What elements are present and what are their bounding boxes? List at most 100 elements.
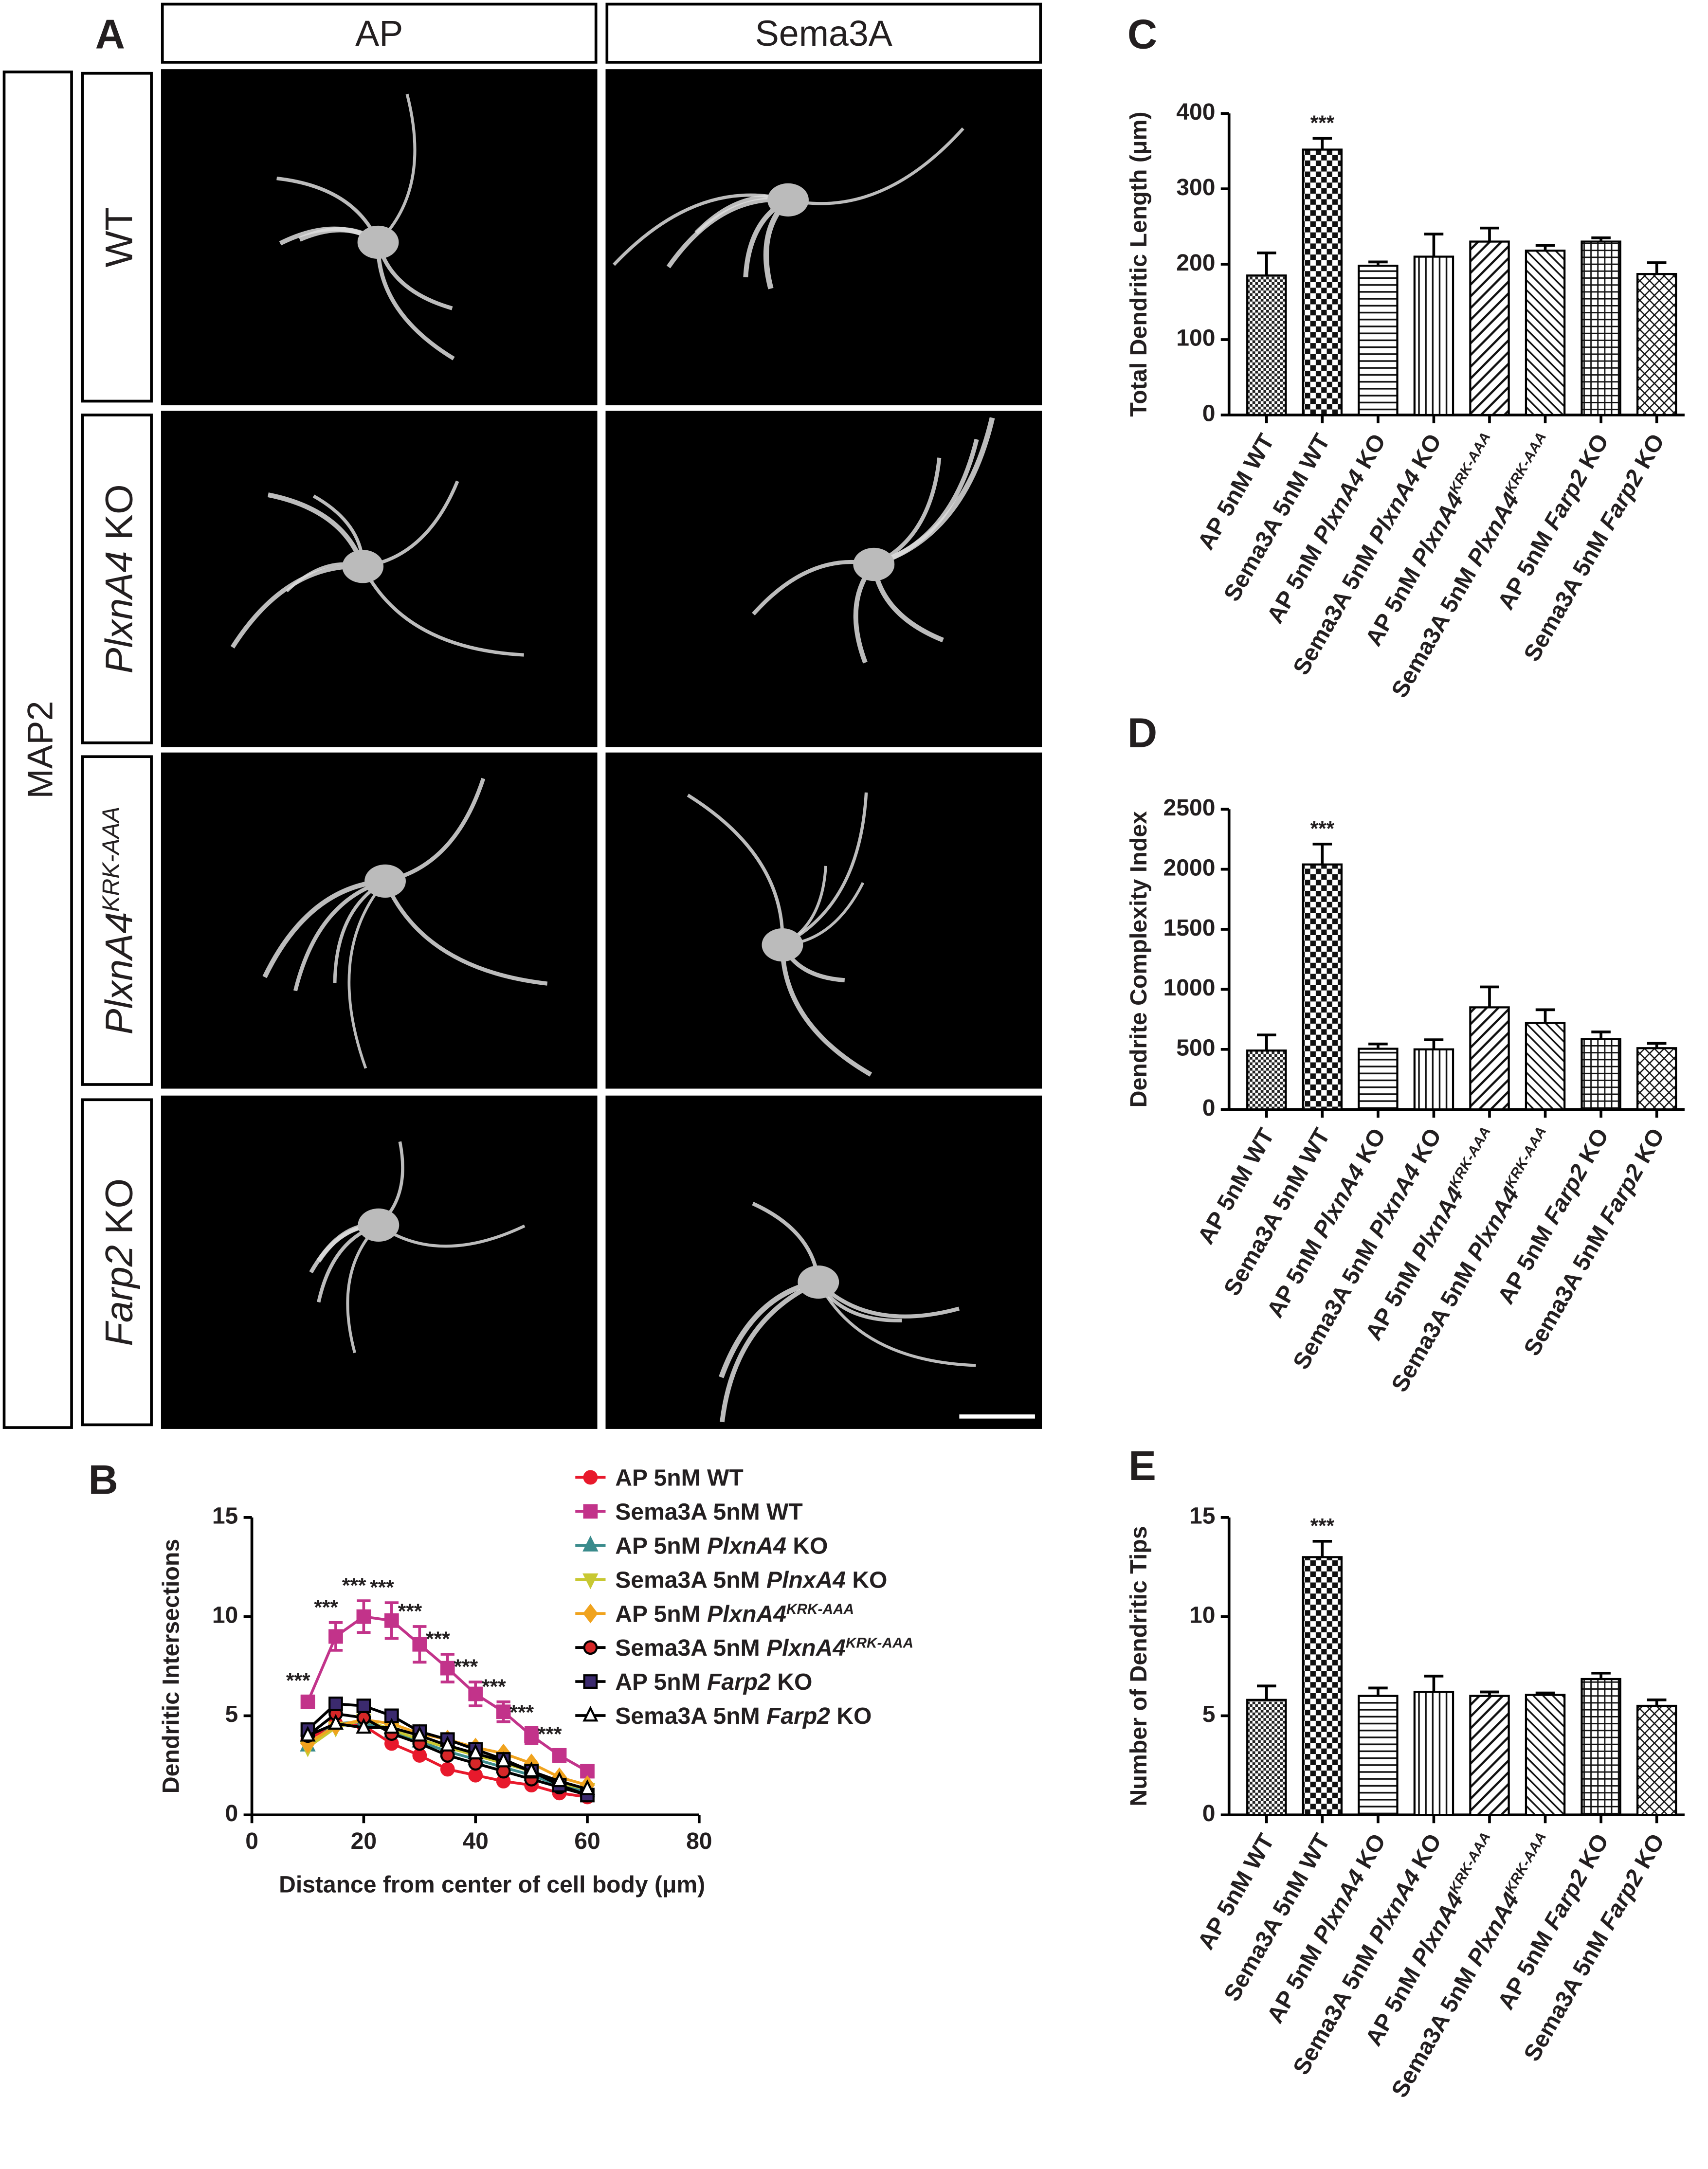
marker xyxy=(580,1764,595,1779)
label-superscript: KRK-AAA xyxy=(98,807,125,912)
error-bar xyxy=(1257,1033,1276,1051)
x-axis-title: Distance from center of cell body (μm) xyxy=(279,1871,705,1898)
panel-label: C xyxy=(1127,11,1157,57)
marker xyxy=(582,1536,599,1552)
cell-body xyxy=(762,928,803,962)
legend-label: Sema3A 5nM Farp2 KO xyxy=(615,1703,872,1729)
column-header: AP xyxy=(355,13,403,54)
y-tick-label: 15 xyxy=(1189,1503,1215,1529)
x-tick-label: 20 xyxy=(351,1828,377,1854)
label-part: Sema3A 5nM xyxy=(615,1703,766,1729)
marker xyxy=(384,1708,399,1723)
error-bar xyxy=(1368,1686,1388,1696)
marker xyxy=(551,1771,567,1788)
neurite xyxy=(787,127,964,205)
significance-label: *** xyxy=(398,1600,422,1623)
y-tick-label: 1500 xyxy=(1163,915,1216,941)
marker xyxy=(552,1748,567,1763)
significance-label: *** xyxy=(454,1655,478,1679)
x-tick-label: 60 xyxy=(574,1828,600,1854)
panel-label: E xyxy=(1128,1443,1156,1489)
y-tick-label: 200 xyxy=(1176,250,1215,276)
error-bar xyxy=(1647,261,1667,274)
y-tick-label: 500 xyxy=(1176,1034,1215,1061)
marker xyxy=(583,1470,598,1485)
error-bar xyxy=(1591,1030,1611,1039)
y-axis-title: Total Dendritic Length (μm) xyxy=(1126,111,1152,416)
bar xyxy=(1525,250,1566,416)
marker xyxy=(356,1609,371,1624)
y-axis-title: Dendritic Intersections xyxy=(158,1539,184,1794)
marker xyxy=(524,1728,539,1743)
y-tick-label: 2000 xyxy=(1163,854,1216,881)
micrograph xyxy=(161,1095,598,1429)
legend-label: AP 5nM Farp2 KO xyxy=(615,1669,812,1695)
y-axis-title: Number of Dendritic Tips xyxy=(1126,1526,1152,1806)
bar xyxy=(1469,1695,1510,1816)
micrograph xyxy=(605,1095,1042,1429)
label-part: KO xyxy=(771,1669,812,1695)
label-italic: Farp2 xyxy=(707,1669,771,1695)
x-tick-label: 80 xyxy=(686,1828,712,1854)
y-tick-label: 10 xyxy=(212,1602,238,1628)
neurite xyxy=(383,880,548,986)
legend-label: AP 5nM PlxnA4KRK-AAA xyxy=(615,1601,854,1627)
marker xyxy=(582,1705,599,1722)
neurite xyxy=(376,242,455,361)
bar xyxy=(1636,1047,1677,1111)
side-label: MAP2 xyxy=(20,701,60,798)
marker xyxy=(495,1752,511,1768)
marker xyxy=(496,1704,511,1719)
neurite xyxy=(817,1281,976,1367)
cell-body xyxy=(342,550,384,583)
marker xyxy=(412,1726,428,1742)
column-header: Sema3A xyxy=(755,13,893,54)
y-tick-label: 0 xyxy=(1202,1800,1216,1826)
neurite xyxy=(361,565,524,657)
error-bar xyxy=(1312,1539,1332,1557)
marker xyxy=(356,1699,371,1713)
legend-label: AP 5nM PlxnA4 KO xyxy=(615,1533,828,1559)
bar xyxy=(1358,1695,1399,1816)
label-superscript: KRK-AAA xyxy=(846,1635,913,1651)
bar xyxy=(1636,1704,1677,1816)
label-italic: PlnxA4 xyxy=(766,1567,846,1593)
marker xyxy=(412,1637,427,1652)
marker xyxy=(579,1779,596,1795)
label-part: KO xyxy=(846,1567,887,1593)
micrograph xyxy=(605,752,1042,1089)
neurite xyxy=(687,794,784,945)
legend-label: Sema3A 5nM PlnxA4 KO xyxy=(615,1567,887,1593)
marker xyxy=(582,1573,599,1590)
panel-label: A xyxy=(95,11,125,57)
label-part: KO xyxy=(786,1533,828,1559)
panel-label: D xyxy=(1127,710,1157,756)
row-label: PlxnA4KRK-AAA xyxy=(97,807,141,1035)
cell-body xyxy=(357,225,399,259)
marker xyxy=(328,1629,343,1644)
error-bar xyxy=(1257,251,1276,276)
marker xyxy=(583,1640,598,1655)
y-tick-label: 0 xyxy=(225,1800,238,1826)
label-part: KO xyxy=(97,484,141,551)
marker xyxy=(468,1743,484,1760)
bar xyxy=(1581,1038,1621,1111)
y-tick-label: 0 xyxy=(1202,1095,1216,1121)
bar xyxy=(1413,1048,1454,1111)
row-label-box xyxy=(81,755,153,1086)
error-bar xyxy=(1424,233,1444,257)
significance-label: *** xyxy=(1310,111,1335,135)
cell-body xyxy=(767,183,809,217)
y-tick-label: 15 xyxy=(212,1503,238,1529)
bar xyxy=(1525,1694,1566,1816)
row-label: WT xyxy=(97,207,141,268)
label-part: AP 5nM xyxy=(615,1533,707,1559)
error-bar xyxy=(1480,226,1499,242)
marker xyxy=(582,1604,598,1624)
label-italic: PlxnA4 xyxy=(766,1635,846,1661)
row-label-box xyxy=(81,414,153,744)
marker xyxy=(583,1674,598,1689)
label-part: AP 5nM xyxy=(615,1669,707,1695)
side-label-box xyxy=(2,70,73,1429)
